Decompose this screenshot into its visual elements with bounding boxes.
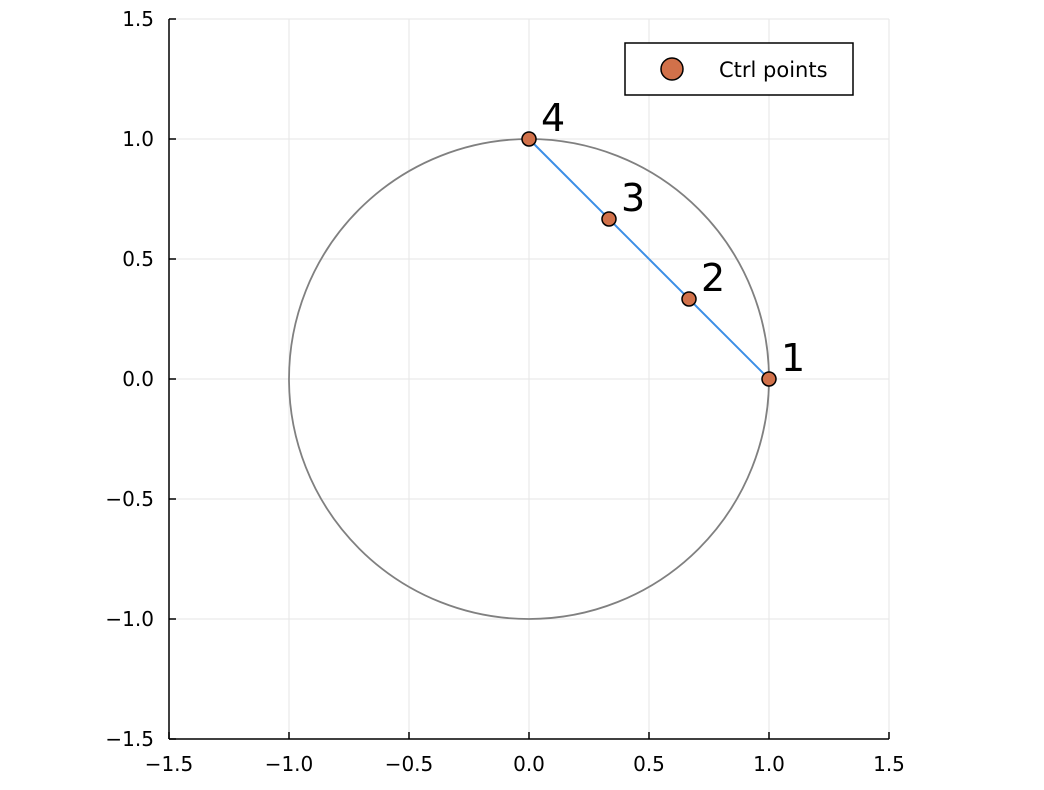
legend-marker	[660, 57, 684, 81]
plot-area: 1 2 3 4	[288, 96, 805, 620]
x-tick-label: 0.5	[633, 752, 665, 776]
control-point-label: 3	[621, 176, 645, 220]
y-tick-label: −1.0	[105, 607, 154, 631]
control-point-label: 4	[541, 96, 565, 140]
axes	[168, 18, 890, 740]
legend-label: Ctrl points	[719, 58, 828, 82]
control-segment	[528, 138, 770, 380]
x-tick-label: −1.0	[265, 752, 314, 776]
x-tick-label: −1.5	[145, 752, 194, 776]
control-point-label: 1	[781, 336, 805, 380]
x-tick-label: −0.5	[385, 752, 434, 776]
control-point-marker	[521, 131, 537, 147]
x-tick-label: 1.5	[873, 752, 905, 776]
tick-labels: −1.5 −1.0 −0.5 0.0 0.5 1.0 1.5 −1.5 −1.0 −0.5 0.0 0…	[105, 7, 904, 776]
y-tick-label: −0.5	[105, 487, 154, 511]
x-tick-label: 0.0	[513, 752, 545, 776]
y-tick-label: 1.0	[122, 127, 154, 151]
y-tick-label: 1.5	[122, 7, 154, 31]
control-point-marker	[681, 291, 697, 307]
y-tick-label: 0.0	[122, 367, 154, 391]
legend: Ctrl points	[624, 42, 854, 96]
y-tick-label: −1.5	[105, 727, 154, 751]
control-point-marker	[761, 371, 777, 387]
control-point-marker	[601, 211, 617, 227]
y-tick-label: 0.5	[122, 247, 154, 271]
control-point-label: 2	[701, 256, 725, 300]
x-tick-label: 1.0	[753, 752, 785, 776]
